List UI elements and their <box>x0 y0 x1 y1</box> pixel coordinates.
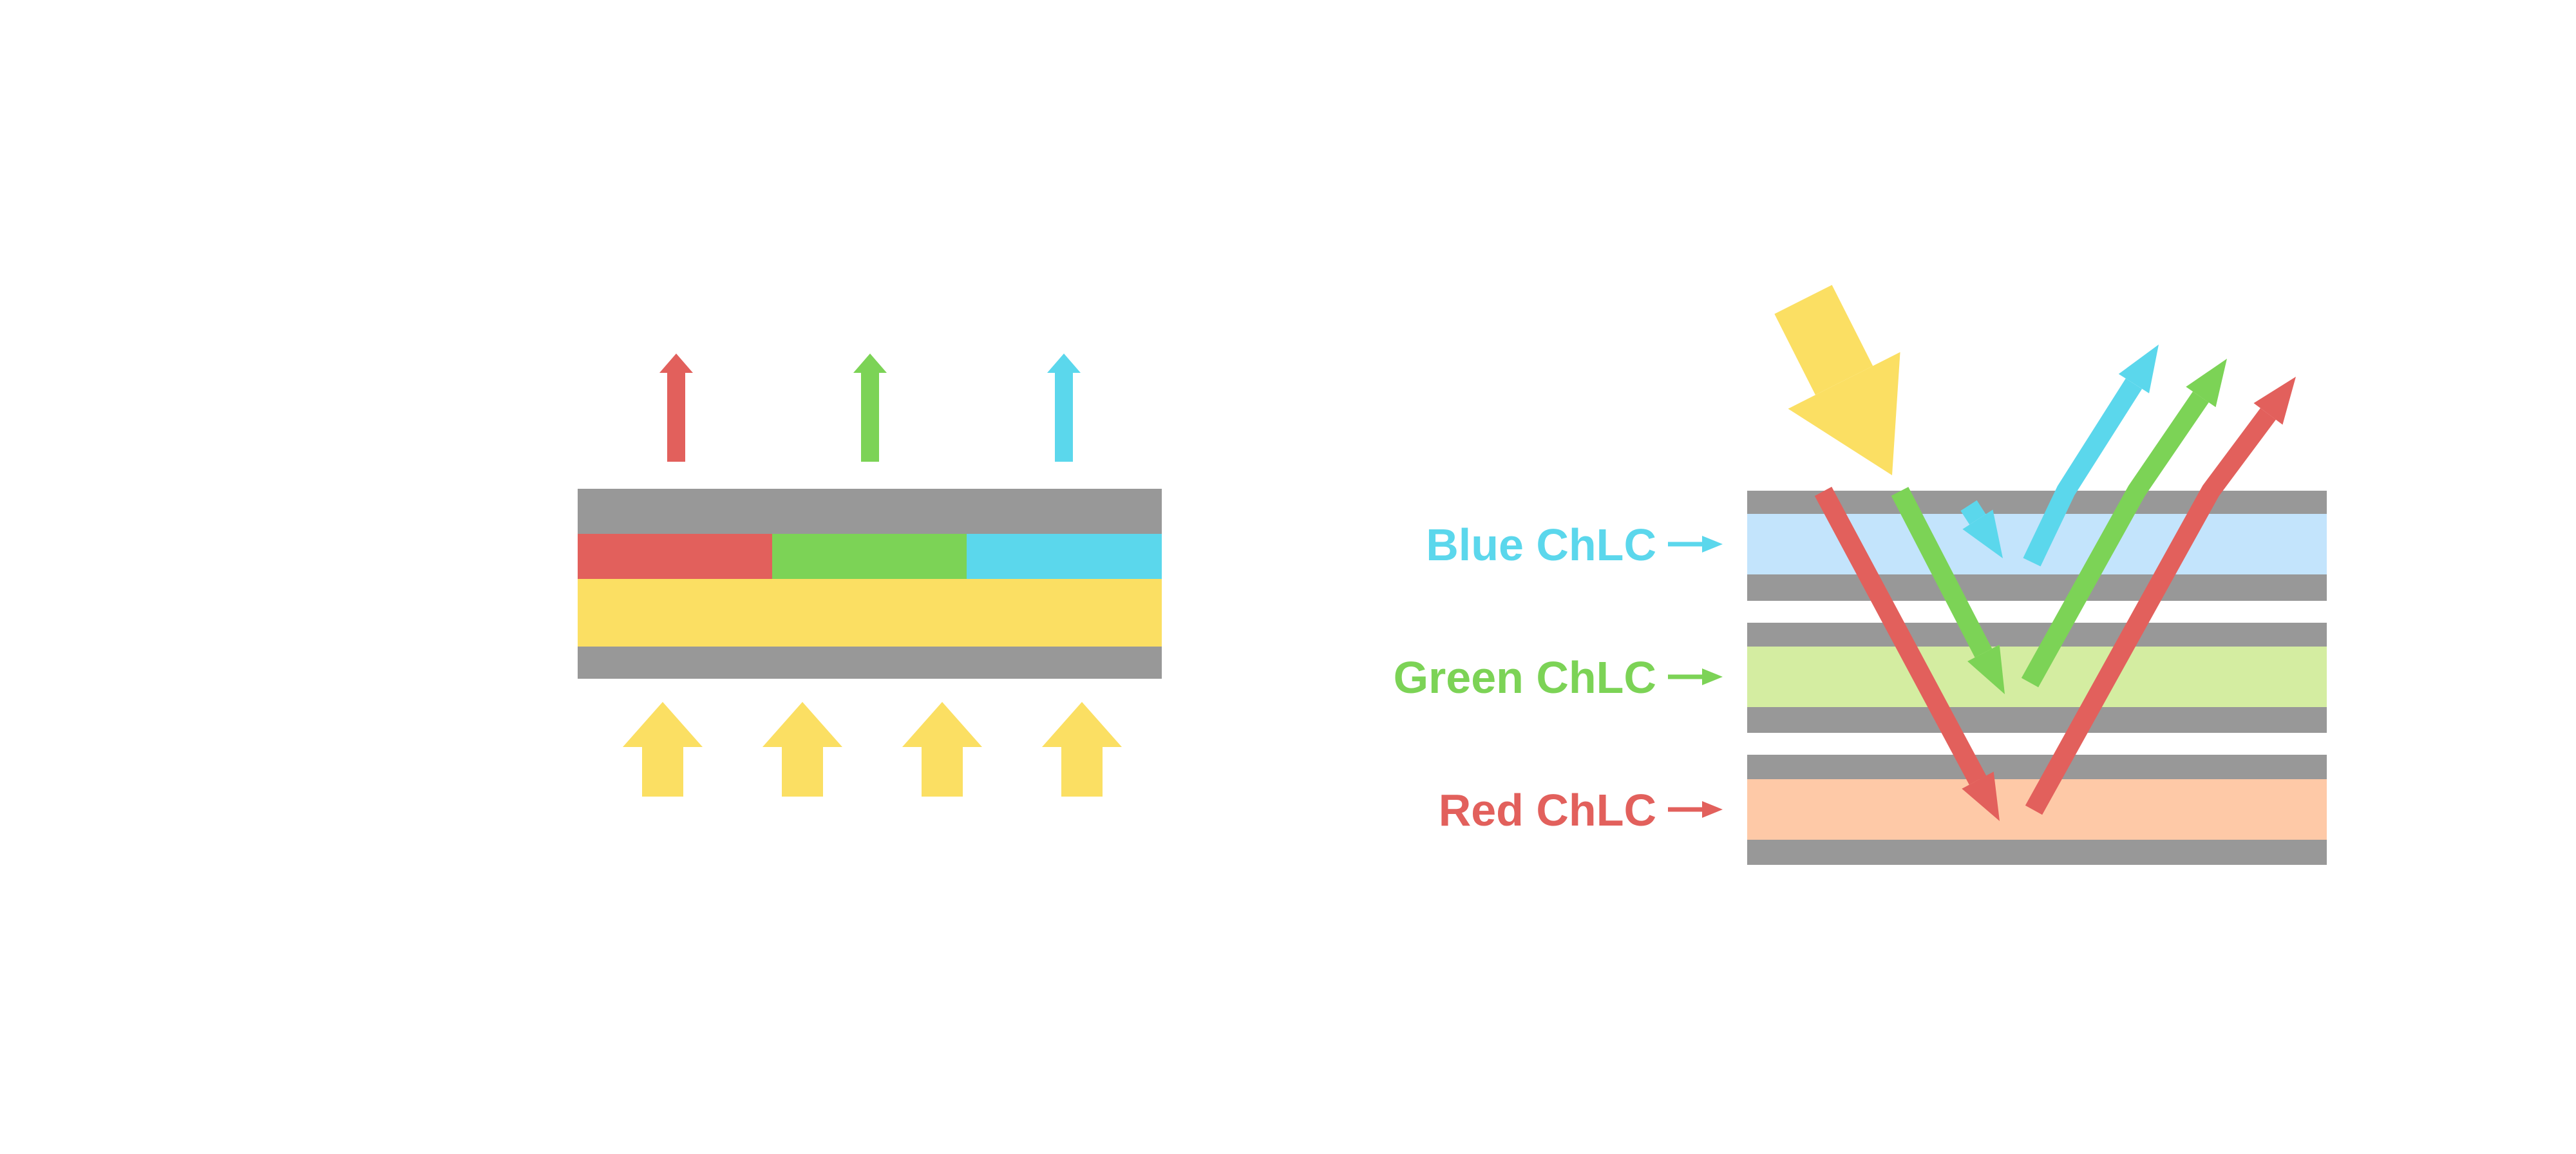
backlight-arrow-1 <box>623 702 703 797</box>
red-ray-incident <box>1814 486 2000 821</box>
emitted-blue-arrow <box>1047 354 1081 462</box>
incident-white-light-arrow <box>1774 285 1900 475</box>
green-ray-reflected <box>2021 359 2227 688</box>
red-ray-reflected-head <box>2253 377 2296 425</box>
left-substrate-top <box>578 489 1162 534</box>
backlight-arrow-2-head <box>762 702 842 747</box>
emitted-red-arrow <box>659 354 693 462</box>
left-pixel-blue <box>967 534 1162 579</box>
green-chlc-label: Green ChLC <box>1394 652 1656 703</box>
right-substrate-3 <box>1747 623 2327 647</box>
right-substrate-2 <box>1747 574 2327 601</box>
backlight-arrow-4-head <box>1042 702 1122 747</box>
emitted-green-arrow-head <box>853 354 887 373</box>
emitted-green-arrow <box>853 354 887 462</box>
red-chlc-label: Red ChLC <box>1439 785 1656 835</box>
left-pixel-red <box>578 534 772 579</box>
backlight-arrow-1-head <box>623 702 703 747</box>
right-substrate-4 <box>1747 707 2327 733</box>
green-ray-reflected-shaft <box>2021 391 2209 688</box>
left-pixel-green <box>772 534 967 579</box>
backlight-arrow-4 <box>1042 702 1122 797</box>
right-substrate-6 <box>1747 840 2327 865</box>
red-ray-incident-shaft <box>1814 486 1987 785</box>
blue-chlc-label-arrow <box>1668 536 1723 553</box>
green-ray-incident-shaft <box>1891 487 1993 657</box>
emitted-red-arrow-head <box>659 354 693 373</box>
green-chlc-label-arrow <box>1668 668 1723 685</box>
blue-ray-incident-shaft <box>1960 500 1986 525</box>
green-ray-reflected-head <box>2186 359 2227 408</box>
right-substrate-5 <box>1747 755 2327 779</box>
blue-chlc-label-arrow-head <box>1702 536 1723 553</box>
backlight-arrow-2 <box>762 702 842 797</box>
red-ray-reflected <box>2025 377 2296 815</box>
blue-chlc-label: Blue ChLC <box>1426 520 1656 570</box>
red-ray-incident-head <box>1962 771 2000 821</box>
emitted-blue-arrow-head <box>1047 354 1081 373</box>
blue-ray-reflected-shaft <box>2023 378 2143 567</box>
backlight-arrow-3 <box>902 702 982 797</box>
left-backlight-layer <box>578 579 1162 647</box>
green-ray-incident <box>1891 487 2005 694</box>
blue-ray-incident <box>1960 500 2003 558</box>
red-chlc-label-arrow <box>1668 801 1723 818</box>
green-ray-incident-head <box>1967 645 2005 694</box>
red-ray-reflected-shaft <box>2025 408 2276 815</box>
red-chlc-label-arrow-head <box>1702 801 1723 818</box>
left-substrate-bottom <box>578 647 1162 679</box>
green-chlc-label-arrow-head <box>1702 668 1723 685</box>
blue-ray-reflected-head <box>2118 345 2159 393</box>
blue-ray-incident-head <box>1962 509 2003 558</box>
incident-white-light-arrow-shaft <box>1774 285 1873 395</box>
incident-white-light-arrow-head <box>1788 352 1900 475</box>
blue-ray-reflected <box>2023 345 2159 567</box>
backlight-arrow-3-head <box>902 702 982 747</box>
